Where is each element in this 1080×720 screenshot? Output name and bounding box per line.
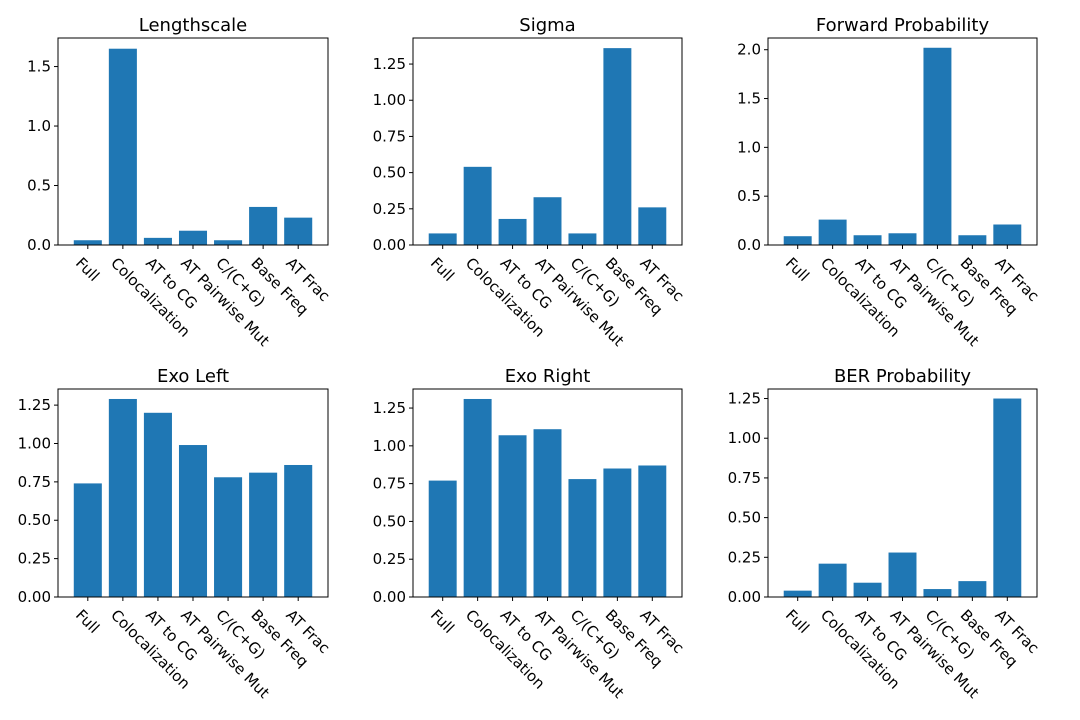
y-tick-label: 1.25	[728, 390, 761, 408]
y-tick-label: 0.50	[373, 164, 406, 182]
bar-at-pairwise-mut	[178, 445, 208, 597]
bar-colocalization	[108, 48, 137, 246]
bar-at-pairwise-mut	[533, 197, 562, 245]
y-tick-label: 1.25	[373, 399, 406, 417]
bar-full	[73, 240, 102, 245]
x-tick-label-full: Full	[782, 606, 813, 637]
y-tick-label: 0.25	[373, 200, 406, 218]
bar-c-c-g	[923, 589, 952, 597]
y-tick-label: 1.0	[27, 117, 51, 135]
y-tick-label: 0.5	[27, 177, 51, 195]
bar-at-pairwise-mut	[178, 230, 208, 245]
y-tick-label: 1.25	[373, 55, 406, 73]
bar-c-c-g	[568, 479, 597, 597]
chart-title: Sigma	[519, 15, 575, 36]
bar-at-to-cg	[498, 218, 527, 245]
bar-base-freq	[603, 468, 632, 597]
bar-base-freq	[958, 581, 987, 597]
bar-at-to-cg	[853, 582, 882, 597]
y-tick-label: 1.00	[373, 437, 406, 455]
y-tick-label: 0.50	[728, 509, 761, 527]
y-tick-label: 0.75	[373, 127, 406, 145]
x-tick-label-full: Full	[72, 606, 103, 637]
bar-base-freq	[958, 235, 987, 245]
y-tick-label: 0.0	[27, 236, 51, 254]
x-tick-label-full: Full	[782, 254, 813, 285]
bar-at-frac	[638, 465, 667, 597]
y-tick-label: 0.5	[737, 187, 761, 205]
chart-title: Forward Probability	[816, 15, 990, 36]
y-tick-label: 0.00	[373, 236, 406, 254]
bar-full	[783, 590, 812, 597]
bar-full	[428, 480, 457, 597]
bar-at-pairwise-mut	[888, 233, 917, 245]
y-tick-label: 0.25	[373, 550, 406, 568]
y-tick-label: 1.5	[27, 58, 51, 76]
bar-at-to-cg	[853, 235, 882, 245]
bar-at-frac	[284, 217, 313, 245]
y-tick-label: 0.50	[373, 512, 406, 530]
y-tick-label: 1.5	[737, 90, 761, 108]
y-tick-label: 0.50	[18, 511, 51, 529]
axes-frame	[767, 37, 1038, 246]
y-tick-label: 0.00	[728, 588, 761, 606]
y-tick-label: 0.00	[18, 588, 51, 606]
bar-at-frac	[993, 224, 1022, 245]
axes-frame	[57, 37, 329, 246]
bar-base-freq	[249, 206, 278, 245]
bar-colocalization	[818, 563, 847, 597]
chart-title: Exo Right	[505, 366, 591, 387]
bar-at-to-cg	[143, 237, 172, 245]
x-tick-label-full: Full	[72, 254, 103, 285]
bar-c-c-g	[568, 233, 597, 245]
bar-at-to-cg	[498, 435, 527, 597]
chart-title: Lengthscale	[139, 15, 247, 36]
bar-colocalization	[108, 398, 137, 597]
bar-at-to-cg	[143, 412, 172, 597]
y-tick-label: 2.0	[737, 41, 761, 59]
y-tick-label: 1.0	[737, 138, 761, 156]
y-tick-label: 1.00	[18, 434, 51, 452]
y-tick-label: 0.75	[18, 473, 51, 491]
y-tick-label: 0.00	[373, 588, 406, 606]
bar-at-pairwise-mut	[888, 552, 917, 597]
bar-at-frac	[993, 398, 1022, 597]
bar-colocalization	[818, 219, 847, 245]
bar-full	[73, 483, 102, 597]
bar-full	[428, 233, 457, 245]
chart-title: BER Probability	[834, 366, 971, 387]
x-tick-label-full: Full	[427, 254, 458, 285]
y-tick-label: 1.00	[728, 429, 761, 447]
bar-full	[783, 236, 812, 245]
y-tick-label: 0.25	[18, 550, 51, 568]
x-tick-label-full: Full	[427, 606, 458, 637]
bar-colocalization	[463, 166, 492, 245]
chart-title: Exo Left	[157, 366, 229, 387]
bar-at-frac	[638, 207, 667, 245]
bar-c-c-g	[923, 47, 952, 246]
bar-c-c-g	[214, 240, 243, 245]
bar-base-freq	[249, 472, 278, 597]
y-tick-label: 0.25	[728, 548, 761, 566]
y-tick-label: 0.0	[737, 236, 761, 254]
bar-c-c-g	[214, 477, 243, 597]
y-tick-label: 1.00	[373, 91, 406, 109]
bar-colocalization	[463, 398, 492, 597]
y-tick-label: 0.75	[373, 475, 406, 493]
subplot-ber-probability: BER Probability 0.00 0.25 0.50 0.75 1.00 1.25 F…	[728, 366, 1043, 702]
bar-base-freq	[603, 48, 632, 245]
y-tick-label: 1.25	[18, 396, 51, 414]
bar-at-frac	[284, 464, 313, 597]
bar-at-pairwise-mut	[533, 429, 562, 597]
y-tick-label: 0.75	[728, 469, 761, 487]
